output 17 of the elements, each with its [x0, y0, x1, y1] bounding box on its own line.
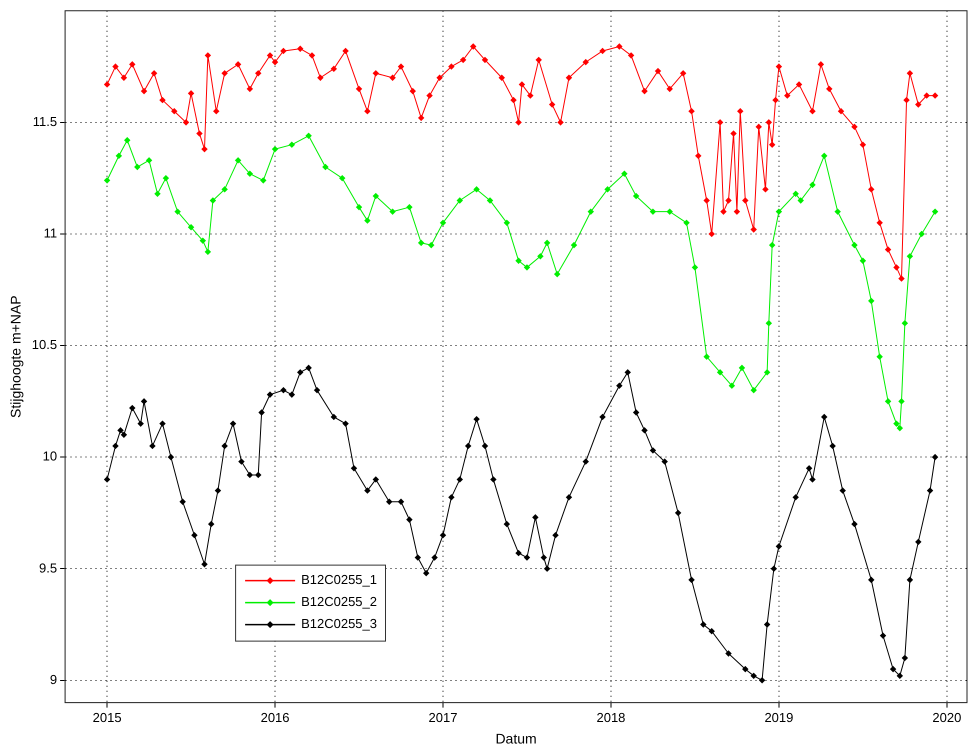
x-tick-label: 2020 — [932, 710, 962, 725]
legend-label: B12C0255_2 — [301, 594, 378, 610]
y-tick-label: 9.5 — [39, 560, 58, 576]
x-tick-label: 2019 — [764, 710, 794, 725]
y-tick-label: 10 — [42, 448, 58, 464]
legend-label: B12C0255_1 — [301, 572, 378, 588]
y-axis-title: Stijghoogte m+NAP — [7, 295, 24, 418]
y-tick-label: 9 — [50, 672, 58, 687]
x-tick-label: 2015 — [92, 710, 122, 725]
x-tick-label: 2017 — [428, 710, 458, 725]
x-tick-label: 2016 — [260, 710, 290, 725]
x-tick-label: 2018 — [596, 710, 626, 725]
y-tick-label: 11.5 — [32, 114, 58, 129]
y-tick-label: 11 — [44, 226, 58, 241]
legend-label: B12C0255_3 — [301, 616, 378, 632]
y-tick-label: 10.5 — [32, 337, 58, 352]
x-axis-title: Datum — [495, 730, 537, 746]
